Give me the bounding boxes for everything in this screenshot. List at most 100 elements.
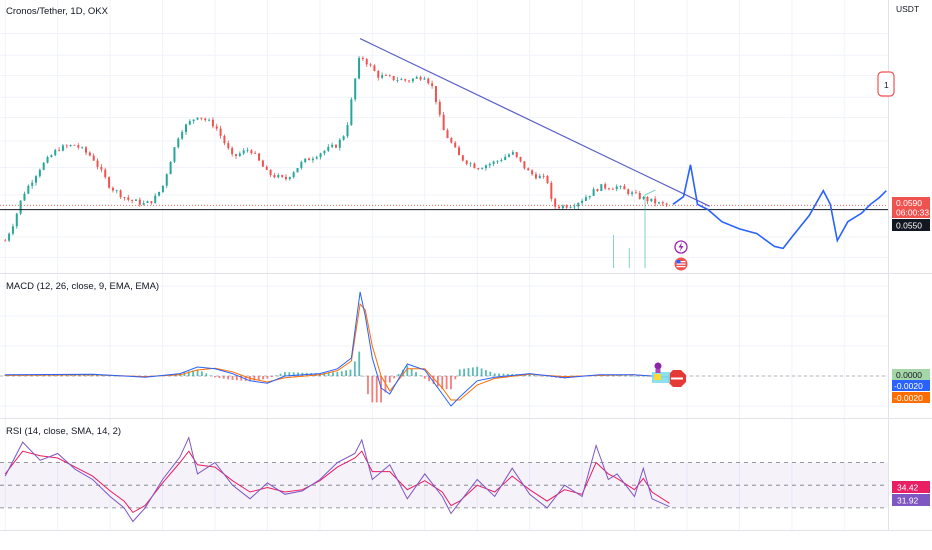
- price-candle: [550, 182, 553, 199]
- price-candle: [400, 79, 403, 81]
- price-candle: [4, 240, 7, 242]
- price-candle: [388, 75, 391, 77]
- rsi-pane[interactable]: [0, 436, 888, 523]
- price-candle: [604, 184, 607, 189]
- price-candle: [61, 145, 64, 151]
- price-candle: [284, 176, 287, 180]
- price-candle: [58, 149, 61, 151]
- price-candle: [615, 186, 618, 190]
- price-candle: [88, 152, 91, 156]
- symbol-title[interactable]: Cronos/Tether, 1D, OKX: [6, 6, 109, 17]
- lightning-icon[interactable]: [674, 240, 688, 254]
- macd-histogram-bar: [498, 373, 500, 376]
- price-candle: [238, 153, 241, 156]
- price-candle: [558, 206, 561, 209]
- price-candle: [319, 153, 322, 158]
- price-candle: [546, 175, 549, 183]
- indicator-overlay-line: [613, 189, 656, 268]
- macd-histogram-bar: [629, 375, 632, 377]
- price-candle: [104, 169, 107, 178]
- price-candle: [211, 119, 214, 127]
- price-candle: [377, 71, 380, 78]
- price-candle: [342, 136, 345, 140]
- macd-histogram-bar: [353, 361, 356, 376]
- price-candle: [600, 184, 603, 192]
- macd-histogram-bar: [506, 373, 509, 376]
- price-candle: [158, 191, 161, 196]
- macd-histogram-bar: [454, 376, 457, 380]
- support-price-badge: 0.0550: [892, 219, 930, 231]
- macd-histogram-bar: [419, 375, 422, 376]
- price-candle: [658, 202, 661, 204]
- stop-sign-icon: [668, 370, 686, 387]
- macd-histogram-bar: [336, 372, 339, 376]
- price-candle: [54, 149, 57, 156]
- macd-histogram-bar: [332, 372, 334, 376]
- macd-title[interactable]: MACD (12, 26, close, 9, EMA, EMA): [6, 281, 159, 292]
- scale-marker-button[interactable]: 1: [877, 71, 895, 97]
- price-candle: [146, 201, 149, 204]
- macd-histogram-bar: [235, 376, 238, 381]
- macd-histogram-bar: [616, 375, 618, 376]
- price-candle: [11, 226, 14, 234]
- price-candle: [315, 157, 318, 159]
- price-candle: [446, 130, 449, 139]
- price-candle: [323, 150, 326, 154]
- macd-histogram-bar: [624, 375, 627, 377]
- price-candle: [42, 162, 45, 170]
- macd-histogram-bar: [262, 376, 264, 380]
- rsi-title[interactable]: RSI (14, close, SMA, 14, 2): [6, 426, 121, 437]
- price-candle: [31, 182, 34, 186]
- price-candle: [461, 155, 464, 161]
- price-candle: [46, 156, 49, 163]
- macd-histogram-bar: [458, 369, 461, 376]
- price-candle: [119, 190, 122, 198]
- character-sticker-icon: [652, 362, 670, 383]
- price-candle: [334, 144, 337, 148]
- macd-histogram-bar: [87, 374, 90, 376]
- price-candle: [654, 198, 657, 204]
- price-candle: [173, 147, 176, 162]
- price-candle: [408, 80, 411, 82]
- macd-histogram-bar: [275, 375, 278, 376]
- price-candle: [242, 150, 245, 154]
- macd-histogram-bar: [279, 373, 282, 376]
- price-candle: [92, 155, 95, 161]
- price-candle: [123, 197, 126, 198]
- price-candle: [538, 175, 541, 179]
- price-candle: [631, 192, 634, 195]
- price-pane[interactable]: [0, 38, 888, 268]
- macd-histogram-bar: [445, 376, 448, 390]
- price-candle: [188, 121, 191, 125]
- signal-line-value: -0.0020: [894, 393, 923, 403]
- price-candle: [273, 175, 276, 178]
- price-candle: [358, 57, 361, 79]
- price-candle: [200, 117, 203, 119]
- price-candle: [588, 195, 591, 198]
- price-candle: [638, 192, 641, 199]
- price-candle: [492, 161, 495, 164]
- currency-label: USDT: [896, 4, 919, 14]
- macd-histogram-bar: [524, 374, 527, 376]
- price-candle: [608, 188, 611, 190]
- price-candle: [369, 64, 372, 66]
- price-candle: [411, 78, 414, 82]
- macd-histogram-bar: [323, 373, 326, 376]
- macd-histogram-bar: [471, 367, 474, 376]
- price-candle: [115, 190, 118, 192]
- price-candle: [465, 160, 468, 164]
- us-flag-icon[interactable]: [674, 257, 688, 271]
- price-candle: [8, 233, 11, 241]
- price-candle: [442, 114, 445, 131]
- macd-histogram-bar: [533, 375, 535, 376]
- macd-histogram-bar: [314, 373, 317, 376]
- macd-pane[interactable]: [0, 291, 888, 407]
- price-candle: [254, 153, 257, 154]
- macd-histogram-bar: [327, 372, 330, 376]
- price-candle: [111, 187, 114, 191]
- price-candle: [361, 57, 364, 60]
- price-candle: [77, 145, 80, 148]
- downtrend-line: [359, 38, 710, 207]
- price-candle: [192, 119, 195, 122]
